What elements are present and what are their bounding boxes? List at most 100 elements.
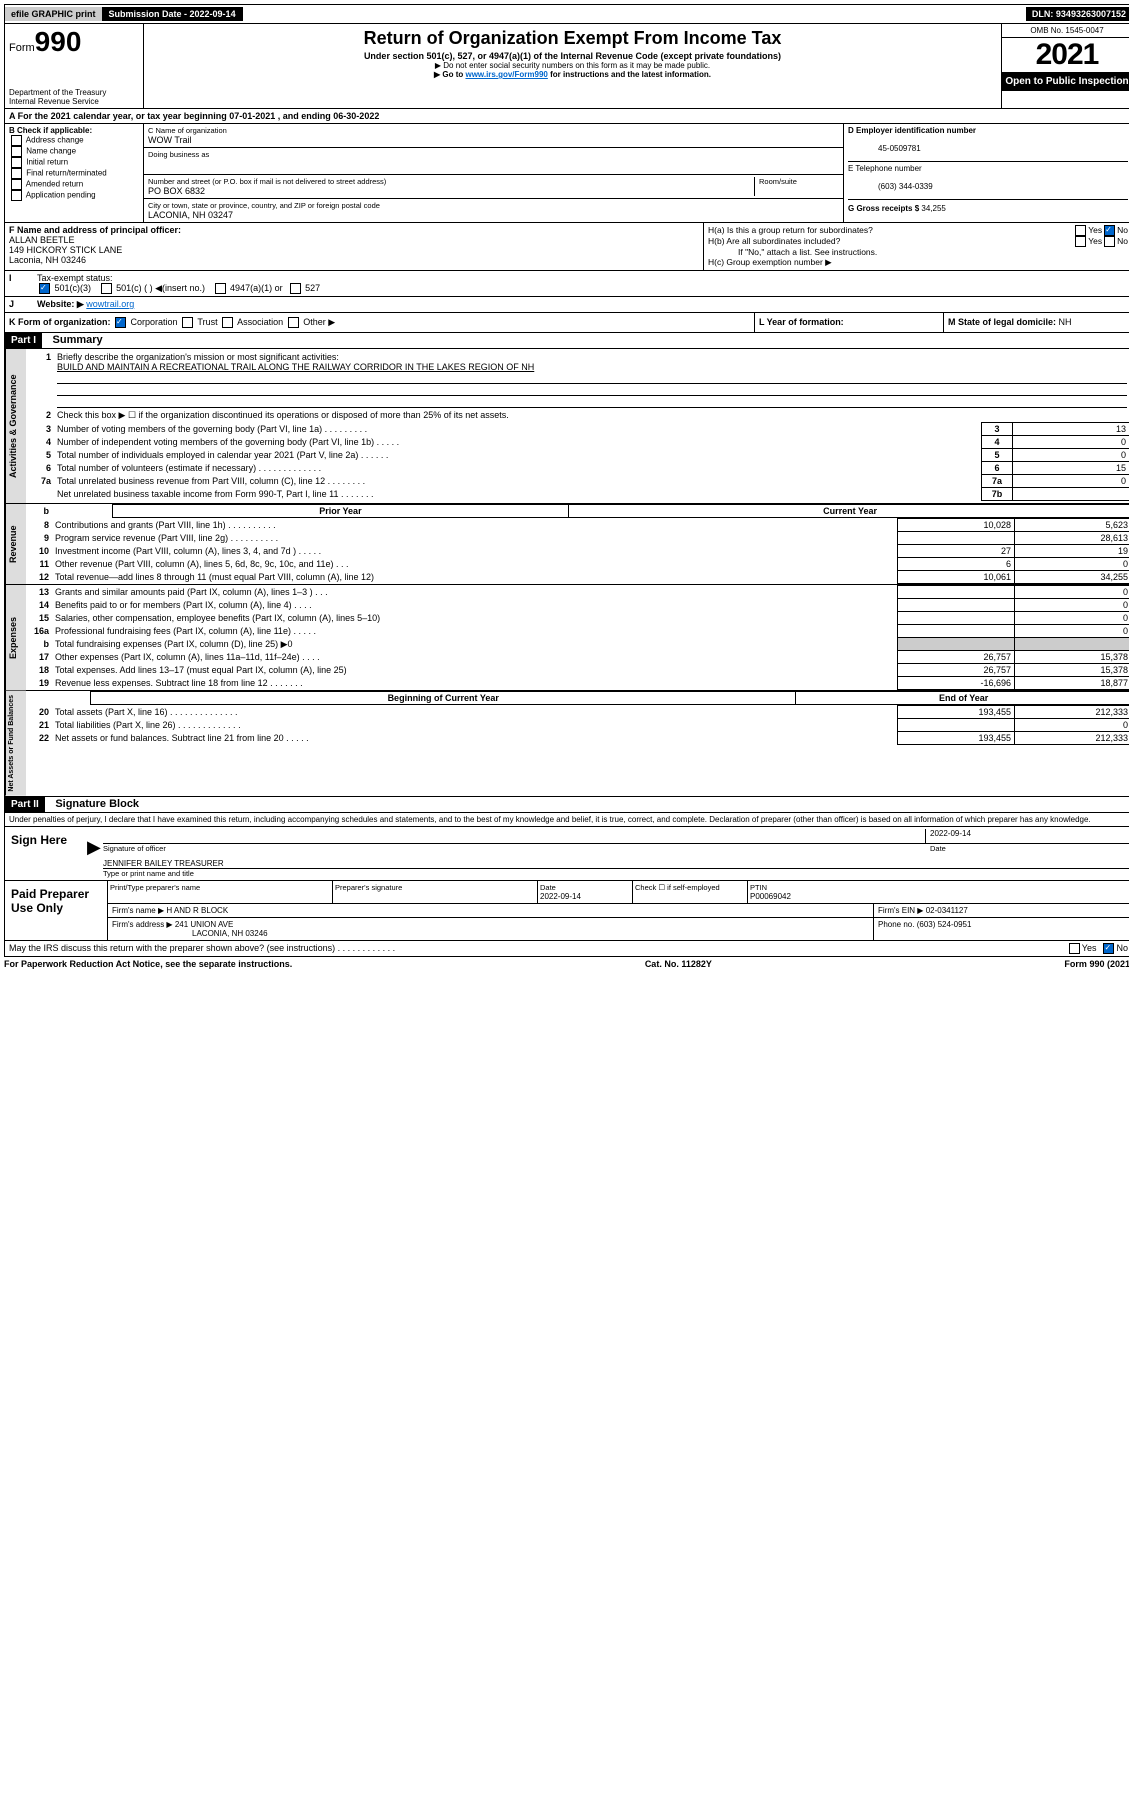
check-other[interactable]	[288, 317, 299, 328]
entity-section: A For the 2021 calendar year, or tax yea…	[4, 109, 1129, 333]
opt-amended: Amended return	[26, 180, 83, 189]
tab-net-assets: Net Assets or Fund Balances	[5, 691, 26, 796]
irs-label: Internal Revenue Service	[9, 97, 139, 106]
check-discuss-no[interactable]	[1103, 943, 1114, 954]
form-header-left: Form990 Department of the Treasury Inter…	[5, 24, 144, 108]
check-final[interactable]	[11, 168, 22, 179]
check-501c[interactable]	[101, 283, 112, 294]
check-hb-yes[interactable]	[1075, 236, 1086, 247]
omb-number: OMB No. 1545-0047	[1002, 24, 1129, 38]
table-row: 16aProfessional fundraising fees (Part I…	[26, 625, 1129, 638]
hdr-b: b	[26, 505, 52, 518]
check-ha-no[interactable]	[1104, 225, 1115, 236]
firm-ein: 02-0341127	[926, 906, 968, 915]
city-val: LACONIA, NH 03247	[148, 210, 233, 220]
form-header: Form990 Department of the Treasury Inter…	[4, 24, 1129, 109]
check-501c3[interactable]	[39, 283, 50, 294]
form-title: Return of Organization Exempt From Incom…	[150, 28, 995, 49]
submission-date: Submission Date - 2022-09-14	[103, 7, 243, 21]
tax-year-text: For the 2021 calendar year, or tax year …	[18, 111, 380, 121]
form-header-mid: Return of Organization Exempt From Incom…	[144, 24, 1001, 108]
k-label: K Form of organization:	[9, 317, 111, 327]
ptin-val: P00069042	[750, 892, 791, 901]
check-amended[interactable]	[11, 179, 22, 190]
form-header-right: OMB No. 1545-0047 2021 Open to Public In…	[1001, 24, 1129, 108]
room-label: Room/suite	[759, 177, 797, 186]
may-irs-text: May the IRS discuss this return with the…	[9, 943, 1067, 954]
check-discuss-yes[interactable]	[1069, 943, 1080, 954]
check-trust[interactable]	[182, 317, 193, 328]
opt-other: Other ▶	[303, 317, 335, 327]
irs-link[interactable]: www.irs.gov/Form990	[465, 70, 547, 79]
l-label: L Year of formation:	[759, 317, 844, 327]
opt-initial: Initial return	[26, 158, 68, 167]
check-ha-yes[interactable]	[1075, 225, 1086, 236]
ein-label: D Employer identification number	[848, 126, 976, 135]
check-527[interactable]	[290, 283, 301, 294]
firm-name: H AND R BLOCK	[166, 906, 228, 915]
table-row: 7aTotal unrelated business revenue from …	[28, 475, 1129, 488]
prep-date: 2022-09-14	[540, 892, 581, 901]
footer-form: Form 990 (2021)	[1064, 959, 1129, 969]
prep-sig-label: Preparer's signature	[335, 883, 402, 892]
arrow-icon: ▶	[87, 827, 101, 880]
website-link[interactable]: wowtrail.org	[86, 299, 134, 309]
table-row: 3Number of voting members of the governi…	[28, 423, 1129, 436]
check-address-change[interactable]	[11, 135, 22, 146]
table-row: 9Program service revenue (Part VIII, lin…	[26, 532, 1129, 545]
check-initial[interactable]	[11, 157, 22, 168]
opt-address: Address change	[26, 136, 84, 145]
officer-addr1: 149 HICKORY STICK LANE	[9, 245, 122, 255]
footer-cat: Cat. No. 11282Y	[645, 959, 712, 969]
officer-label: F Name and address of principal officer:	[9, 225, 181, 235]
submission-date-val: 2022-09-14	[190, 9, 236, 19]
firm-name-label: Firm's name ▶	[112, 906, 166, 915]
part2-header: Part II	[5, 797, 45, 812]
check-name-change[interactable]	[11, 146, 22, 157]
table-row: 6Total number of volunteers (estimate if…	[28, 462, 1129, 475]
city-label: City or town, state or province, country…	[148, 201, 380, 210]
opt-501c3: 501(c)(3)	[55, 283, 92, 293]
hc-label: H(c) Group exemption number ▶	[708, 257, 1128, 268]
dba-label: Doing business as	[148, 150, 209, 159]
dln: DLN: 93493263007152	[1026, 7, 1129, 21]
submission-label: Submission Date -	[109, 9, 190, 19]
paid-preparer-label: Paid Preparer Use Only	[5, 881, 107, 940]
dept-label: Department of the Treasury	[9, 88, 139, 97]
efile-label: efile GRAPHIC print	[5, 7, 103, 21]
c-name-label: C Name of organization	[148, 126, 227, 135]
firm-ein-label: Firm's EIN ▶	[878, 906, 926, 915]
table-row: 10Investment income (Part VIII, column (…	[26, 545, 1129, 558]
website-label: Website: ▶	[37, 299, 84, 309]
prep-date-label2: Date	[540, 883, 556, 892]
check-corp[interactable]	[115, 317, 126, 328]
form-subtitle: Under section 501(c), 527, or 4947(a)(1)…	[150, 51, 995, 61]
dln-val: 93493263007152	[1056, 9, 1126, 19]
firm-phone-label: Phone no.	[878, 920, 917, 929]
q1-label: Briefly describe the organization's miss…	[57, 352, 339, 362]
check-hb-no[interactable]	[1104, 236, 1115, 247]
i-label: I	[5, 271, 33, 296]
firm-addr-label: Firm's address ▶	[112, 920, 175, 929]
tax-year: 2021	[1002, 38, 1129, 72]
table-row: 22Net assets or fund balances. Subtract …	[26, 732, 1129, 745]
sig-date: 2022-09-14	[925, 829, 1129, 844]
firm-addr2: LACONIA, NH 03246	[112, 929, 268, 938]
tab-expenses: Expenses	[5, 585, 26, 690]
mission-text: BUILD AND MAINTAIN A RECREATIONAL TRAIL …	[57, 362, 534, 372]
table-row: 5Total number of individuals employed in…	[28, 449, 1129, 462]
org-name: WOW Trail	[148, 135, 192, 145]
table-row: bTotal fundraising expenses (Part IX, co…	[26, 638, 1129, 651]
table-row: 8Contributions and grants (Part VIII, li…	[26, 519, 1129, 532]
firm-phone: (603) 524-0951	[917, 920, 972, 929]
tab-revenue: Revenue	[5, 504, 26, 584]
opt-501c: 501(c) ( ) ◀(insert no.)	[116, 283, 205, 293]
check-pending[interactable]	[11, 190, 22, 201]
table-row: 14Benefits paid to or for members (Part …	[26, 599, 1129, 612]
check-4947[interactable]	[215, 283, 226, 294]
ein-val: 45-0509781	[848, 144, 921, 153]
footer: For Paperwork Reduction Act Notice, see …	[4, 957, 1129, 971]
hb-note: If "No," attach a list. See instructions…	[708, 247, 1128, 257]
check-assoc[interactable]	[222, 317, 233, 328]
public-inspection: Open to Public Inspection	[1002, 72, 1129, 91]
